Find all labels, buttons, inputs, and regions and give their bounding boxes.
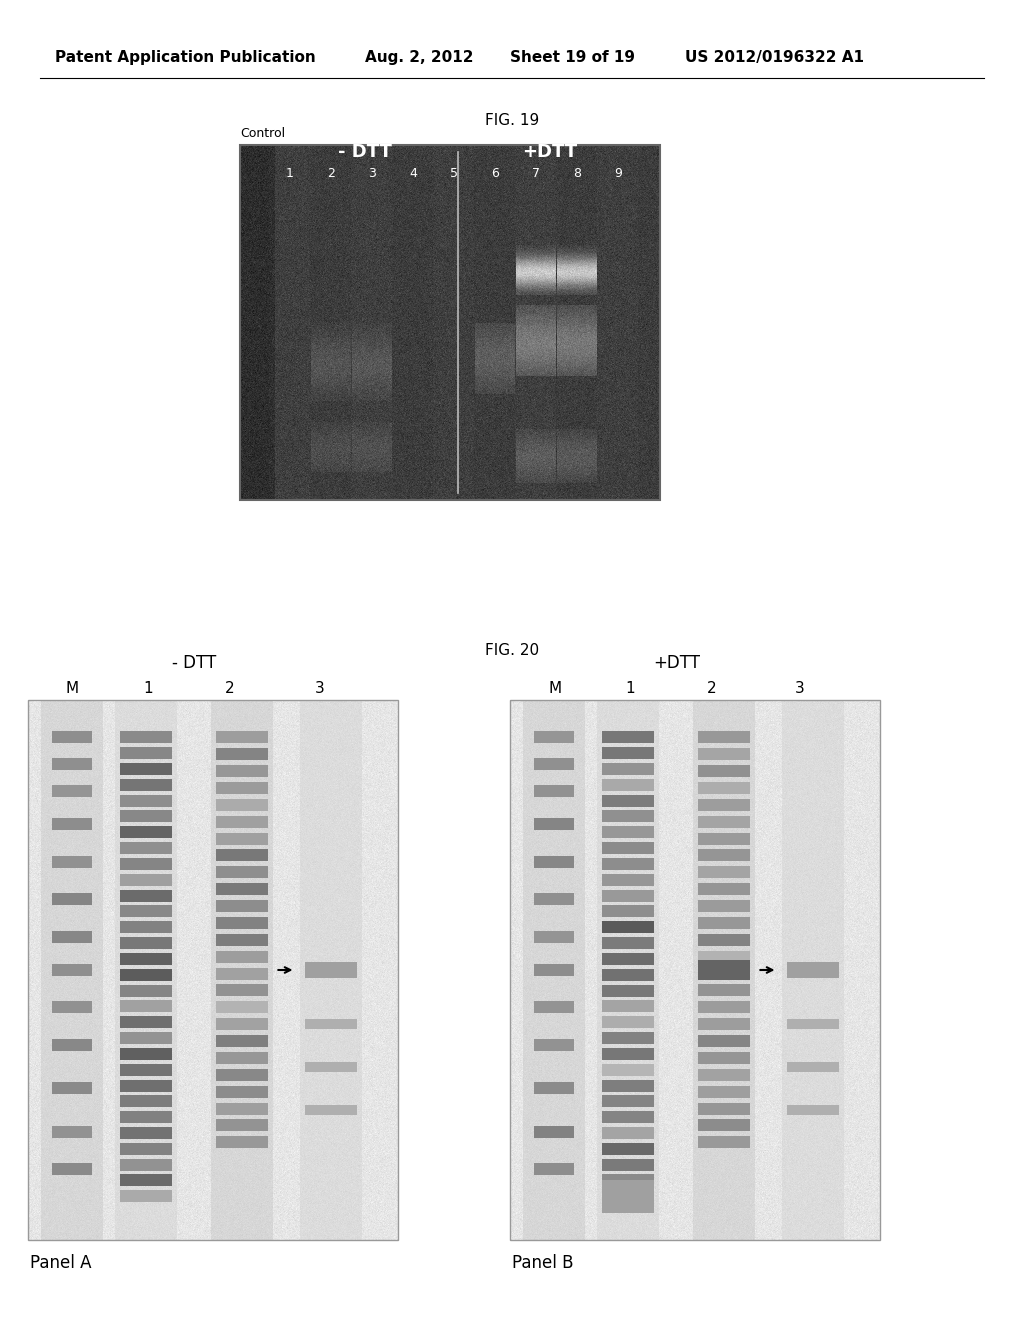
Text: Control: Control	[240, 127, 285, 140]
Text: M: M	[66, 681, 79, 696]
Text: - DTT: - DTT	[172, 653, 217, 672]
Text: 5: 5	[451, 168, 458, 180]
Text: 3: 3	[369, 168, 376, 180]
Text: US 2012/0196322 A1: US 2012/0196322 A1	[685, 50, 864, 65]
Bar	[28, 700, 398, 1239]
Text: FIG. 19: FIG. 19	[485, 114, 539, 128]
Text: 2: 2	[225, 681, 234, 696]
Text: 8: 8	[573, 168, 582, 180]
Text: 2: 2	[708, 681, 717, 696]
Text: Sheet 19 of 19: Sheet 19 of 19	[510, 50, 635, 65]
Text: M: M	[549, 681, 561, 696]
Text: 1: 1	[143, 681, 153, 696]
Text: 3: 3	[315, 681, 325, 696]
Text: 1: 1	[286, 168, 294, 180]
Text: 7: 7	[532, 168, 541, 180]
Text: Patent Application Publication: Patent Application Publication	[55, 50, 315, 65]
Text: Panel A: Panel A	[30, 1254, 91, 1272]
Text: Aug. 2, 2012: Aug. 2, 2012	[365, 50, 473, 65]
Text: 6: 6	[492, 168, 500, 180]
Text: - DTT: - DTT	[338, 143, 392, 161]
Text: 3: 3	[795, 681, 805, 696]
Bar	[510, 700, 880, 1239]
Text: 2: 2	[327, 168, 335, 180]
Text: 1: 1	[626, 681, 635, 696]
Text: 9: 9	[614, 168, 623, 180]
Text: FIG. 20: FIG. 20	[485, 643, 539, 657]
Text: +DTT: +DTT	[653, 653, 700, 672]
Text: 4: 4	[410, 168, 417, 180]
Text: +DTT: +DTT	[522, 143, 578, 161]
Bar	[240, 145, 660, 500]
Text: Panel B: Panel B	[512, 1254, 573, 1272]
